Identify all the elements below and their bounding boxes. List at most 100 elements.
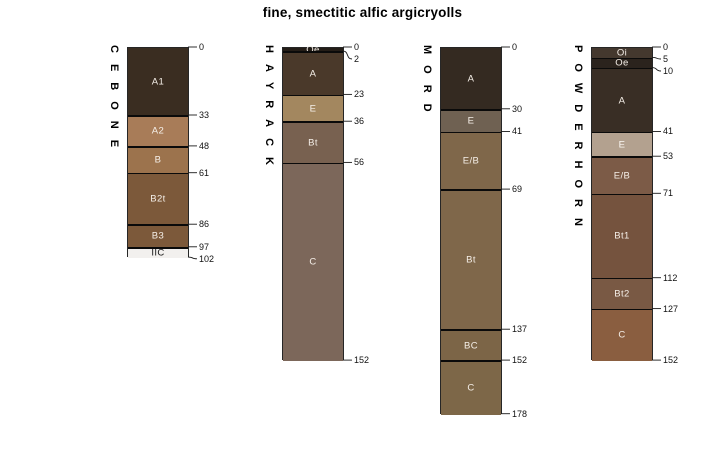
horizon-label: Bt bbox=[308, 137, 318, 149]
horizon-band: BC bbox=[441, 330, 501, 362]
horizon-boundary-line bbox=[441, 360, 501, 362]
horizon-label: Oi bbox=[616, 47, 628, 59]
depth-tick-label: 61 bbox=[199, 167, 210, 178]
horizon-label: Bt2 bbox=[614, 288, 630, 300]
horizon-boundary-line bbox=[441, 189, 501, 191]
horizon-boundary-line bbox=[592, 308, 652, 311]
horizon-band: A bbox=[592, 68, 652, 133]
chart-title: fine, smectitic alfic argicryolls bbox=[262, 5, 463, 20]
horizon-boundary-line bbox=[283, 121, 343, 123]
depth-tick-label: 56 bbox=[354, 157, 365, 168]
depth-tick-hook bbox=[651, 67, 662, 72]
depth-tick-label: 53 bbox=[663, 151, 674, 162]
horizon-label: B3 bbox=[151, 230, 165, 242]
profile-column: A1 A2 B B2t B3 IIC bbox=[127, 47, 189, 259]
horizon-band: C bbox=[592, 309, 652, 362]
horizon-boundary-line bbox=[441, 329, 501, 331]
horizon-label: Bt1 bbox=[614, 230, 630, 242]
depth-tick-label: 69 bbox=[512, 184, 523, 195]
depth-tick-label: 23 bbox=[354, 89, 365, 100]
depth-tick-label: 127 bbox=[663, 303, 679, 314]
depth-tick-label: 0 bbox=[199, 42, 205, 52]
horizon-band: E bbox=[441, 109, 501, 133]
horizon-boundary-line bbox=[592, 131, 652, 134]
horizon-label: E/B bbox=[613, 170, 631, 182]
horizon-boundary-line bbox=[128, 146, 188, 148]
horizon-boundary-line bbox=[128, 247, 188, 249]
depth-tick-label: 86 bbox=[199, 219, 210, 230]
horizon-band: IIC bbox=[128, 247, 188, 259]
horizon-band: E/B bbox=[592, 157, 652, 195]
depth-tick-label: 152 bbox=[512, 355, 528, 366]
depth-tick-label: 41 bbox=[663, 126, 674, 137]
horizon-boundary-line bbox=[592, 277, 652, 280]
depth-tick-label: 0 bbox=[354, 42, 360, 52]
horizon-label: B bbox=[154, 154, 162, 166]
horizon-band: Oe bbox=[283, 45, 343, 56]
horizon-label: E bbox=[309, 103, 317, 115]
depth-tick-label: 102 bbox=[199, 253, 215, 264]
horizon-boundary-line bbox=[441, 109, 501, 111]
horizon-label: A bbox=[467, 73, 475, 85]
depth-tick-label: 36 bbox=[354, 116, 365, 127]
horizon-label: A2 bbox=[151, 125, 165, 137]
horizon-label: Oe bbox=[306, 44, 320, 56]
depth-tick-label: 48 bbox=[199, 140, 210, 151]
horizon-label: E/B bbox=[462, 155, 480, 167]
depth-tick-hook bbox=[651, 56, 662, 60]
horizon-band: C bbox=[441, 361, 501, 415]
horizon-boundary-line bbox=[592, 67, 652, 70]
horizon-label: IIC bbox=[151, 247, 165, 259]
horizon-label: C bbox=[618, 329, 626, 341]
horizon-band: Bt bbox=[441, 190, 501, 331]
horizon-band: B bbox=[128, 146, 188, 174]
horizon-band: Oi bbox=[592, 47, 652, 59]
horizon-band: Bt1 bbox=[592, 194, 652, 279]
depth-tick-connectors bbox=[500, 46, 510, 415]
profile-name-label: CEBONE bbox=[108, 45, 120, 159]
horizon-label: Bt bbox=[466, 254, 476, 266]
horizon-band: E bbox=[283, 95, 343, 123]
depth-tick-label: 30 bbox=[512, 103, 523, 114]
horizon-boundary-line bbox=[283, 94, 343, 97]
horizon-boundary-line bbox=[283, 162, 343, 165]
horizon-boundary-line bbox=[128, 115, 188, 117]
profile-column: Oe A E Bt C bbox=[282, 45, 344, 362]
profile-column: A E E/B Bt BC C bbox=[440, 47, 502, 415]
horizon-label: A1 bbox=[151, 76, 165, 88]
horizon-boundary-line bbox=[592, 193, 652, 195]
horizon-boundary-line bbox=[441, 131, 501, 134]
horizon-label: BC bbox=[464, 340, 478, 352]
depth-tick-connectors bbox=[187, 46, 198, 260]
profile-name-label: HAYRACK bbox=[263, 45, 275, 176]
horizon-band: E bbox=[592, 132, 652, 158]
horizon-label: Oe bbox=[615, 57, 629, 69]
horizon-band: B3 bbox=[128, 225, 188, 248]
depth-tick-label: 5 bbox=[663, 54, 669, 64]
horizon-label: E bbox=[467, 115, 475, 127]
depth-tick-label: 0 bbox=[663, 42, 669, 52]
horizon-boundary-line bbox=[128, 172, 188, 175]
profile-name-label: MORD bbox=[421, 45, 433, 123]
depth-tick-label: 97 bbox=[199, 241, 210, 252]
horizon-label: A bbox=[618, 95, 626, 107]
horizon-band: B2t bbox=[128, 173, 188, 226]
horizon-band: C bbox=[283, 163, 343, 362]
horizon-band: E/B bbox=[441, 132, 501, 191]
depth-tick-label: 152 bbox=[663, 355, 679, 366]
horizon-label: A bbox=[309, 68, 317, 80]
horizon-label: B2t bbox=[150, 193, 166, 205]
profile-name-label: POWDERHORN bbox=[572, 45, 584, 237]
depth-tick-label: 112 bbox=[663, 272, 678, 283]
depth-tick-connectors bbox=[342, 46, 353, 361]
profile-column: Oi Oe A E E/B Bt1 Bt2 C bbox=[591, 47, 653, 362]
horizon-band: A bbox=[441, 48, 501, 110]
horizon-band: A bbox=[283, 52, 343, 96]
depth-tick-label: 33 bbox=[199, 109, 210, 120]
depth-tick-hook bbox=[187, 256, 198, 260]
horizon-boundary-line bbox=[128, 224, 188, 226]
depth-tick-label: 178 bbox=[512, 408, 528, 419]
horizon-band: Bt bbox=[283, 122, 343, 164]
depth-tick-label: 2 bbox=[354, 54, 360, 64]
